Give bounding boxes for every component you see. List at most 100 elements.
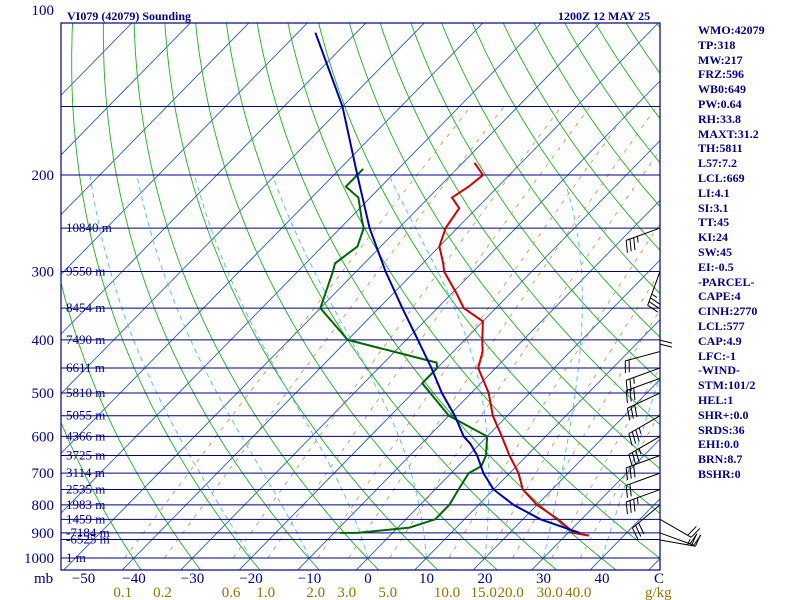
stability-index-item: CAP:4.9 bbox=[698, 333, 742, 348]
pressure-tick-label: 100 bbox=[32, 3, 55, 19]
stability-index-item: CAPE:4 bbox=[698, 289, 741, 304]
mixing-ratio-tick-label: 0.1 bbox=[113, 585, 132, 600]
stability-index-item: TT:45 bbox=[698, 215, 730, 230]
temperature-profile-line bbox=[438, 162, 590, 537]
temperature-tick-label: −30 bbox=[181, 571, 204, 587]
height-label: 1983 m bbox=[66, 497, 105, 512]
mixing-ratio-tick-label: 30.0 bbox=[537, 585, 563, 600]
mixing-ratio-line bbox=[164, 106, 505, 559]
isotherm-line bbox=[531, 438, 660, 570]
moist-adiabat-line bbox=[543, 174, 583, 559]
dry-adiabat-line bbox=[195, 23, 498, 570]
height-label: 1459 m bbox=[66, 511, 105, 526]
pressure-tick-label: 800 bbox=[32, 498, 55, 514]
mixing-ratio-tick-label: 2.0 bbox=[306, 585, 325, 600]
moist-adiabat-line bbox=[271, 174, 427, 559]
stability-index-item: STM:101/2 bbox=[698, 378, 756, 393]
stability-index-item: -WIND- bbox=[698, 363, 740, 378]
mixing-ratio-tick-label: 20.0 bbox=[497, 585, 523, 600]
wind-barb bbox=[631, 504, 661, 540]
stability-index-item: LFC:-1 bbox=[698, 348, 736, 363]
dry-adiabat-line bbox=[225, 23, 557, 570]
wind-barb bbox=[628, 415, 661, 446]
mixing-ratio-tick-label: 0.2 bbox=[153, 585, 172, 600]
isotherm-line bbox=[61, 23, 308, 275]
mixing-ratio-line bbox=[485, 271, 660, 559]
stability-index-item: BSHR:0 bbox=[698, 466, 741, 481]
stability-index-item: BRN:8.7 bbox=[698, 452, 743, 467]
stability-index-item: LI:4.1 bbox=[698, 185, 730, 200]
mixing-ratio-unit-label: g/kg bbox=[645, 585, 672, 600]
dry-adiabat-line bbox=[256, 23, 616, 570]
dry-adiabat-line bbox=[133, 23, 379, 570]
mixing-ratio-line bbox=[389, 149, 660, 559]
isotherm-line bbox=[61, 23, 250, 216]
moist-adiabat-line bbox=[89, 174, 252, 559]
stability-index-item: LCL:669 bbox=[698, 170, 745, 185]
stability-index-item: L57:7.2 bbox=[698, 156, 737, 171]
temperature-tick-label: 30 bbox=[536, 571, 551, 587]
dry-adiabat-line bbox=[287, 23, 660, 559]
stability-index-item: -PARCEL- bbox=[698, 274, 755, 289]
wind-barb bbox=[625, 367, 661, 393]
temperature-tick-label: 40 bbox=[595, 571, 610, 587]
dry-adiabat-line bbox=[318, 23, 660, 514]
mixing-ratio-line bbox=[348, 106, 658, 559]
stability-index-item: WMO:42079 bbox=[698, 23, 765, 37]
temperature-unit-label: C bbox=[654, 571, 664, 587]
stability-index-item: TH:5811 bbox=[698, 141, 743, 156]
height-label: 3725 m bbox=[66, 447, 105, 462]
height-label: 1 m bbox=[66, 550, 86, 565]
wind-barb bbox=[659, 532, 702, 546]
isotherm-line bbox=[61, 23, 484, 455]
stability-index-item: CINH:2770 bbox=[698, 304, 758, 319]
mixing-ratio-line bbox=[267, 106, 591, 559]
height-label: 7490 m bbox=[66, 332, 105, 347]
height-label: 6611 m bbox=[66, 360, 105, 375]
wind-barb bbox=[625, 377, 661, 403]
mixing-ratio-tick-label: 15.0 bbox=[471, 585, 497, 600]
height-label: 5055 m bbox=[66, 408, 105, 423]
pressure-tick-label: 1000 bbox=[24, 551, 54, 567]
wind-barbs bbox=[624, 227, 702, 547]
isotherm-line bbox=[180, 80, 660, 570]
dry-adiabat-line bbox=[410, 23, 660, 382]
stability-index-item: SRDS:36 bbox=[698, 422, 745, 437]
mixing-ratio-tick-label: 0.6 bbox=[222, 585, 241, 600]
stability-index-item: MW:217 bbox=[698, 52, 743, 67]
stability-index-item: LCL:577 bbox=[698, 318, 745, 333]
stability-index-item: SW:45 bbox=[698, 244, 733, 259]
stability-index-item: SHR+:0.0 bbox=[698, 407, 749, 422]
stability-index-item: RH:33.8 bbox=[698, 111, 741, 126]
dry-adiabat-line bbox=[471, 23, 660, 295]
temperature-tick-label: −40 bbox=[122, 571, 145, 587]
temperature-tick-label: 10 bbox=[419, 571, 434, 587]
wind-barb bbox=[626, 392, 661, 421]
pressure-unit-label: mb bbox=[34, 571, 53, 587]
wind-barb bbox=[625, 472, 661, 498]
dry-adiabat-line bbox=[164, 23, 438, 570]
stability-index-item: EHI:0.0 bbox=[698, 437, 740, 452]
pressure-tick-label: 500 bbox=[32, 386, 55, 402]
isotherm-line bbox=[356, 259, 660, 570]
moist-adiabat-line bbox=[194, 174, 369, 559]
mixing-ratio-tick-label: 5.0 bbox=[378, 585, 397, 600]
wind-barb bbox=[659, 518, 701, 538]
pressure-tick-label: 900 bbox=[32, 526, 55, 542]
temperature-tick-label: 0 bbox=[364, 571, 372, 587]
isotherm-line bbox=[61, 23, 133, 96]
stability-index-item: MAXT:31.2 bbox=[698, 126, 759, 141]
parcel-profile-line bbox=[314, 32, 581, 534]
mixing-ratio-tick-label: 3.0 bbox=[337, 585, 356, 600]
height-label: 5810 m bbox=[66, 385, 105, 400]
mixing-ratio-line bbox=[448, 222, 660, 559]
wind-barb bbox=[647, 271, 661, 313]
pressure-tick-label: 200 bbox=[32, 168, 55, 184]
temperature-tick-label: −20 bbox=[239, 571, 262, 587]
mixing-ratio-line bbox=[551, 366, 660, 559]
dry-adiabat-line bbox=[348, 23, 660, 470]
temperature-tick-label: −10 bbox=[298, 571, 321, 587]
pressure-tick-label: 700 bbox=[32, 466, 55, 482]
